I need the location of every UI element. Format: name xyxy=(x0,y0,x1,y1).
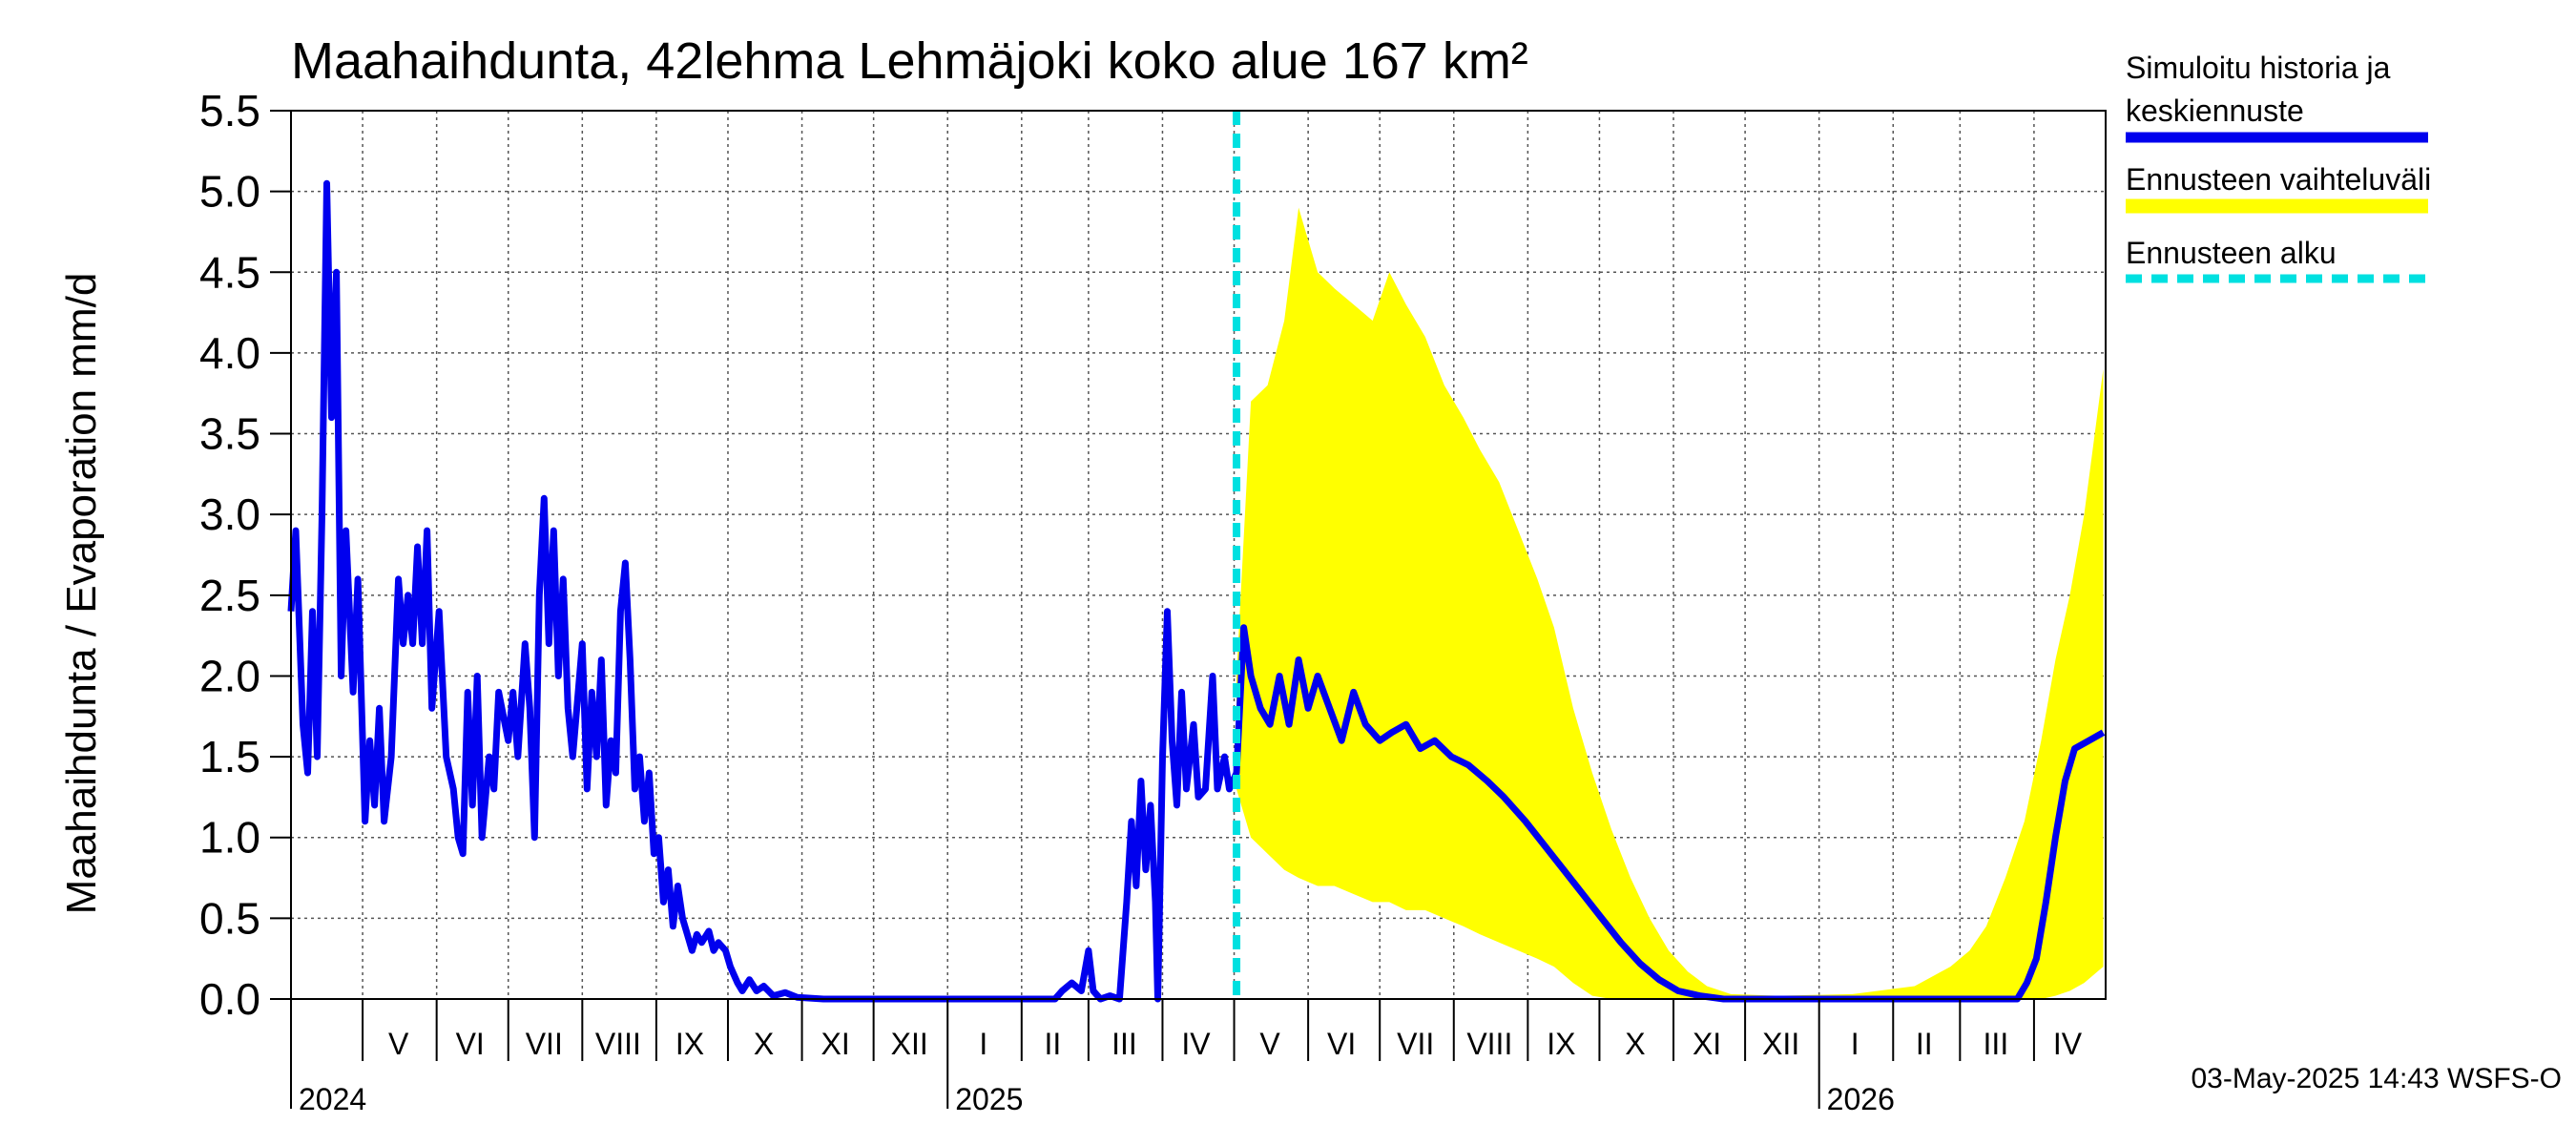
y-tick-label: 4.5 xyxy=(199,247,260,297)
y-axis-ticks: 0.0 0.5 1.0 1.5 2.0 2.5 3.0 3.5 4.0 4.5 5.0 5.5 xyxy=(199,86,291,1024)
y-tick-label: 5.0 xyxy=(199,167,260,217)
simulated-series-path xyxy=(287,179,2106,1003)
y-tick-label: 3.5 xyxy=(199,409,260,459)
legend-label-forecast-start: Ennusteen alku xyxy=(2126,236,2337,270)
y-tick-label: 4.0 xyxy=(199,328,260,378)
legend-label-forecast-range: Ennusteen vaihteluväli xyxy=(2126,162,2431,197)
x-month-label: IV xyxy=(1181,1027,1211,1061)
x-month-label: XI xyxy=(1693,1027,1721,1061)
x-month-label: VII xyxy=(1397,1027,1434,1061)
x-month-label: I xyxy=(1851,1027,1859,1061)
x-month-label: IX xyxy=(675,1027,704,1061)
y-axis-label: Maahaihdunta / Evaporation mm/d xyxy=(58,273,105,915)
x-month-label: VII xyxy=(526,1027,563,1061)
y-tick-label: 3.0 xyxy=(199,489,260,539)
y-tick-label: 0.5 xyxy=(199,893,260,943)
x-month-label: I xyxy=(979,1027,987,1061)
simulated-series-line xyxy=(287,179,2106,1003)
x-month-label: IX xyxy=(1547,1027,1575,1061)
x-month-label: VIII xyxy=(595,1027,641,1061)
x-month-label: IV xyxy=(2053,1027,2083,1061)
chart-title: Maahaihdunta, 42lehma Lehmäjoki koko alu… xyxy=(291,32,1528,90)
grid-lines xyxy=(291,111,2106,999)
y-tick-label: 1.5 xyxy=(199,732,260,781)
y-tick-label: 5.5 xyxy=(199,86,260,135)
legend: Simuloitu historia ja keskiennuste Ennus… xyxy=(2126,51,2431,283)
forecast-range-area xyxy=(1236,207,2104,1000)
x-month-label: VIII xyxy=(1466,1027,1512,1061)
x-month-label: II xyxy=(1044,1027,1061,1061)
y-tick-label: 2.0 xyxy=(199,651,260,700)
x-month-label: X xyxy=(1625,1027,1645,1061)
x-month-label: X xyxy=(754,1027,774,1061)
y-tick-label: 0.0 xyxy=(199,974,260,1024)
x-year-label: 2024 xyxy=(299,1082,366,1116)
x-month-label: V xyxy=(388,1027,409,1061)
x-year-label: 2025 xyxy=(955,1082,1023,1116)
x-month-label: XII xyxy=(1762,1027,1799,1061)
x-month-label: III xyxy=(1111,1027,1137,1061)
x-month-label: III xyxy=(1984,1027,2009,1061)
x-axis-ticks: V VI VII VIII IX X XI XII I II III IV V VI VII VIII IX X X… xyxy=(290,999,2083,1116)
y-tick-label: 1.0 xyxy=(199,813,260,863)
legend-label-simulated-line2: keskiennuste xyxy=(2126,94,2304,128)
x-month-label: XII xyxy=(891,1027,928,1061)
y-tick-label: 2.5 xyxy=(199,571,260,620)
x-month-label: II xyxy=(1916,1027,1933,1061)
footer-timestamp: 03-May-2025 14:43 WSFS-O xyxy=(2192,1063,2563,1094)
x-month-label: V xyxy=(1259,1027,1280,1061)
x-year-label: 2026 xyxy=(1827,1082,1895,1116)
x-month-label: XI xyxy=(821,1027,849,1061)
x-month-label: VI xyxy=(456,1027,485,1061)
plot-frame xyxy=(290,110,2107,1000)
legend-label-simulated-line1: Simuloitu historia ja xyxy=(2126,51,2391,85)
x-month-label: VI xyxy=(1327,1027,1356,1061)
forecast-range-band xyxy=(1236,207,2104,1000)
